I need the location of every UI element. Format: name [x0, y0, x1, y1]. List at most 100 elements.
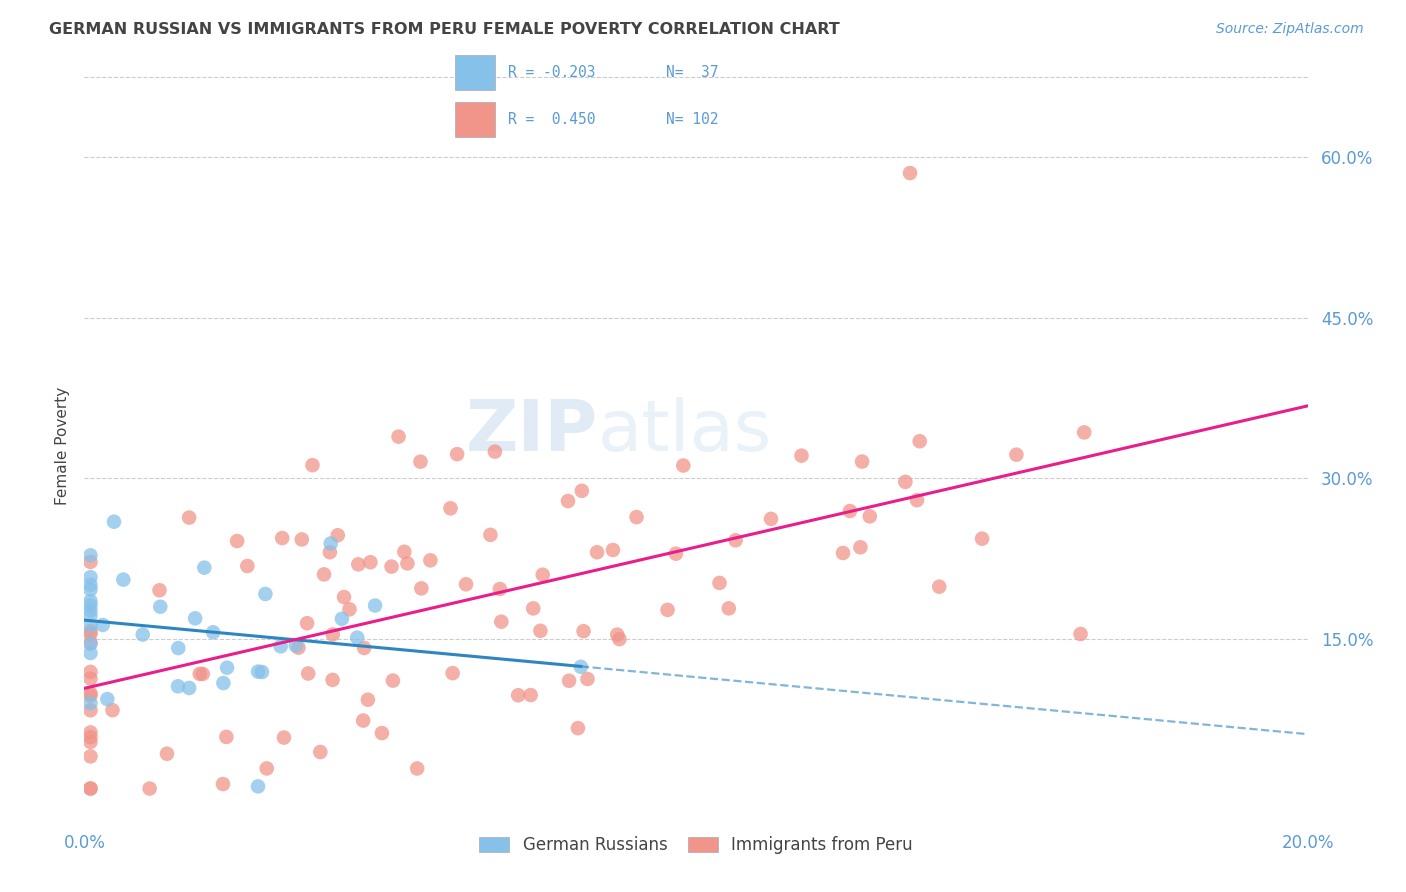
Point: [247, 780, 270, 794]
Point: [250, 665, 273, 679]
Point: [894, 475, 917, 489]
Point: [112, 573, 135, 587]
Text: Source: ZipAtlas.com: Source: ZipAtlas.com: [1216, 22, 1364, 37]
Point: [381, 673, 404, 688]
Point: [479, 528, 502, 542]
Legend: German Russians, Immigrants from Peru: German Russians, Immigrants from Peru: [472, 830, 920, 861]
Point: [149, 599, 172, 614]
Point: [508, 688, 530, 702]
Point: [970, 532, 993, 546]
Point: [522, 601, 544, 615]
Text: atlas: atlas: [598, 397, 772, 466]
Point: [79, 582, 101, 597]
Point: [330, 612, 353, 626]
Point: [79, 570, 101, 584]
Text: N=  37: N= 37: [665, 65, 718, 79]
Point: [576, 672, 599, 686]
Point: [301, 458, 323, 472]
Point: [247, 665, 270, 679]
Point: [322, 627, 344, 641]
Point: [79, 555, 101, 569]
Point: [79, 781, 101, 796]
Point: [79, 549, 101, 563]
Point: [179, 510, 201, 524]
Point: [439, 501, 461, 516]
Point: [312, 567, 335, 582]
Point: [454, 577, 477, 591]
Point: [270, 640, 292, 654]
Point: [484, 444, 506, 458]
Point: [148, 583, 170, 598]
Point: [839, 504, 862, 518]
Point: [91, 618, 114, 632]
Text: GERMAN RUSSIAN VS IMMIGRANTS FROM PERU FEMALE POVERTY CORRELATION CHART: GERMAN RUSSIAN VS IMMIGRANTS FROM PERU F…: [49, 22, 839, 37]
Point: [79, 578, 101, 592]
Point: [364, 599, 387, 613]
Point: [609, 632, 631, 646]
Point: [709, 576, 731, 591]
Point: [724, 533, 747, 548]
Point: [1005, 448, 1028, 462]
Point: [406, 762, 429, 776]
Point: [571, 483, 593, 498]
Point: [446, 447, 468, 461]
Point: [339, 602, 361, 616]
Point: [1073, 425, 1095, 440]
Point: [1070, 627, 1092, 641]
Point: [606, 628, 628, 642]
Point: [79, 603, 101, 617]
Bar: [456, 102, 495, 137]
Point: [188, 666, 211, 681]
Point: [202, 625, 225, 640]
Y-axis label: Female Poverty: Female Poverty: [55, 387, 70, 505]
Point: [531, 567, 554, 582]
Bar: [456, 55, 495, 90]
Point: [167, 679, 190, 693]
Point: [557, 494, 579, 508]
Point: [212, 676, 235, 690]
Text: ZIP: ZIP: [465, 397, 598, 466]
Point: [79, 725, 101, 739]
Point: [101, 703, 124, 717]
Point: [759, 512, 782, 526]
Text: R = -0.203: R = -0.203: [508, 65, 595, 79]
Point: [256, 761, 278, 775]
Point: [79, 689, 101, 703]
Point: [79, 618, 101, 632]
Point: [419, 553, 441, 567]
Point: [79, 696, 101, 710]
Point: [79, 703, 101, 717]
Point: [284, 639, 307, 653]
Point: [371, 726, 394, 740]
Point: [212, 777, 235, 791]
Point: [295, 616, 318, 631]
Point: [322, 673, 344, 687]
Point: [138, 781, 160, 796]
Point: [672, 458, 695, 473]
Point: [396, 557, 419, 571]
Point: [586, 545, 609, 559]
Point: [569, 660, 592, 674]
Point: [491, 615, 513, 629]
Point: [567, 721, 589, 735]
Point: [558, 673, 581, 688]
Point: [519, 688, 541, 702]
Point: [309, 745, 332, 759]
Point: [156, 747, 179, 761]
Point: [96, 692, 118, 706]
Point: [529, 624, 551, 638]
Point: [333, 590, 356, 604]
Point: [859, 509, 882, 524]
Point: [851, 454, 873, 468]
Point: [411, 582, 433, 596]
Text: R =  0.450: R = 0.450: [508, 112, 595, 127]
Point: [297, 666, 319, 681]
Point: [167, 641, 190, 656]
Point: [346, 631, 368, 645]
Point: [191, 667, 214, 681]
Point: [79, 781, 101, 796]
Point: [849, 541, 872, 555]
Point: [217, 661, 239, 675]
Point: [319, 536, 342, 550]
Point: [790, 449, 813, 463]
